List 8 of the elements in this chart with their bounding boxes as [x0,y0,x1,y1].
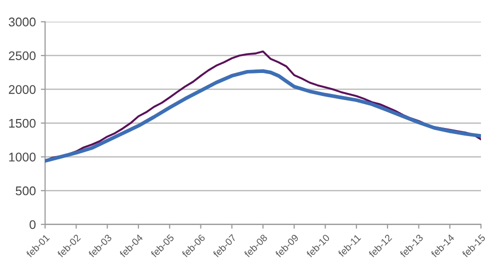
y-tick-label: 3000 [8,18,36,26]
y-tick-label: 1000 [9,152,36,162]
y-tick-label: 500 [16,186,36,196]
line-series [45,69,481,163]
y-tick-label: 0 [30,220,36,230]
y-tick-label: 2500 [8,51,36,60]
y-tick-label: 2000 [8,85,36,94]
y-tick-label: 1500 [9,118,36,128]
